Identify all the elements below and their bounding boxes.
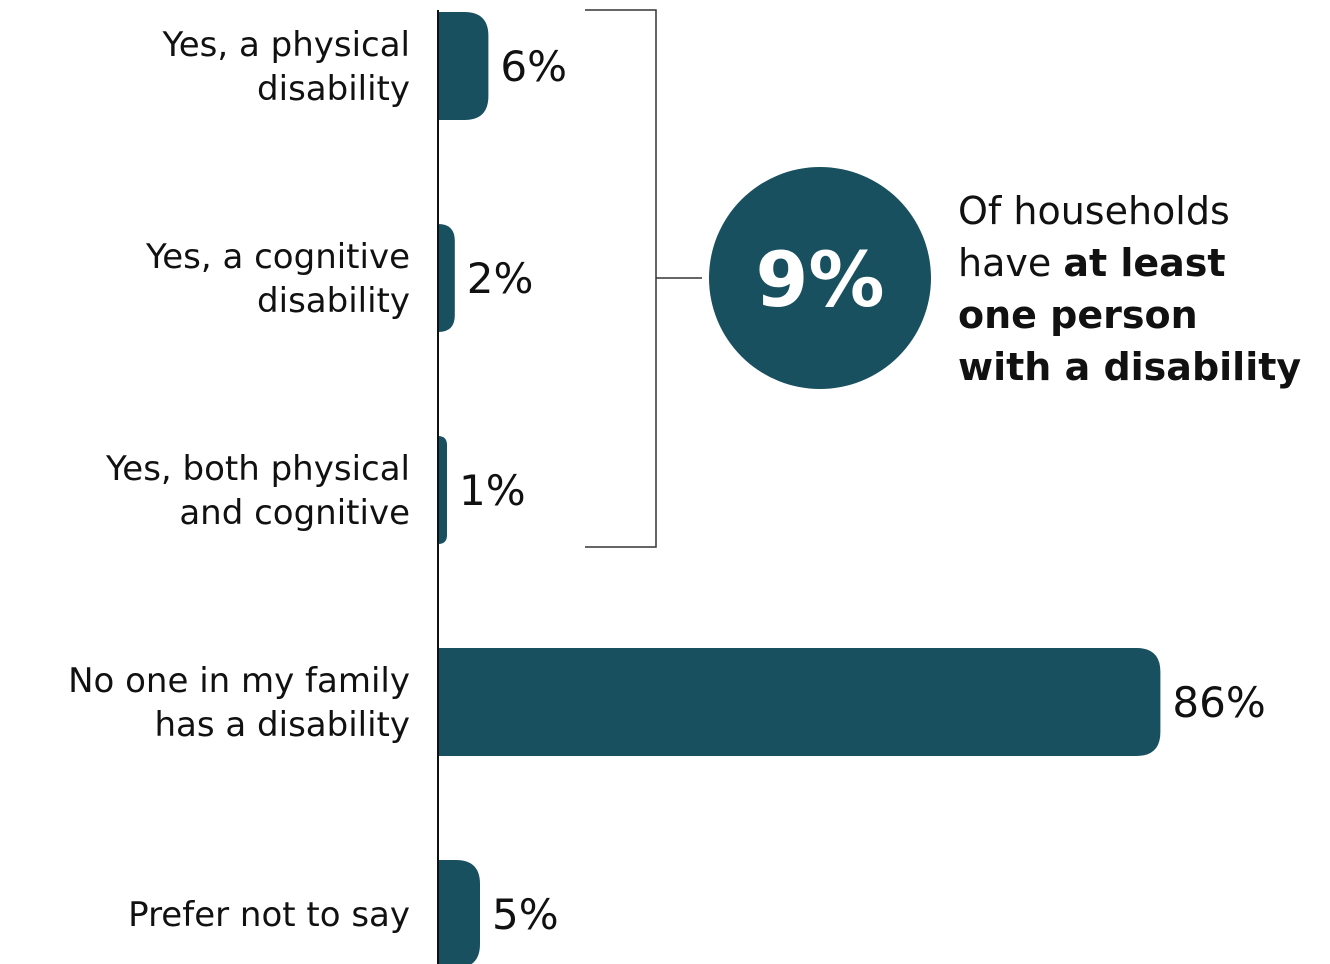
- value-label-1: 2%: [467, 254, 534, 303]
- callout-text-line-3: with a disability: [958, 345, 1301, 389]
- bar-1: [438, 224, 455, 332]
- callout-text-line-2: one person: [958, 293, 1198, 337]
- category-label-line: and cognitive: [179, 493, 410, 533]
- category-label-line: Yes, a cognitive: [145, 237, 410, 277]
- category-label-1: Yes, a cognitive disability: [145, 237, 410, 321]
- bar-4: [438, 860, 480, 964]
- category-label-3: No one in my family has a disability: [68, 661, 410, 745]
- callout-text-run: have: [958, 241, 1063, 285]
- value-label-3: 86%: [1172, 678, 1265, 727]
- value-label-2: 1%: [459, 466, 526, 515]
- bar-0: [438, 12, 488, 120]
- category-label-line: has a disability: [155, 705, 411, 745]
- callout-text-run: with a disability: [958, 345, 1301, 389]
- value-label-4: 5%: [492, 890, 559, 939]
- callout-text-run: at least: [1063, 241, 1225, 285]
- bracket: [585, 10, 702, 547]
- category-label-line: Prefer not to say: [128, 895, 410, 935]
- callout-text-run: Of households: [958, 189, 1230, 233]
- callout-value: 9%: [755, 235, 884, 324]
- category-label-0: Yes, a physical disability: [161, 25, 410, 109]
- bar-3: [438, 648, 1160, 756]
- category-label-line: Yes, a physical: [161, 25, 410, 65]
- callout: 9% Of households have at least one person wi…: [709, 167, 1301, 389]
- callout-text-line-0: Of households: [958, 189, 1230, 233]
- bracket-line: [585, 10, 656, 547]
- category-label-line: disability: [257, 281, 410, 321]
- category-label-line: No one in my family: [68, 661, 410, 701]
- category-label-2: Yes, both physical and cognitive: [105, 449, 410, 533]
- bar-2: [438, 436, 447, 544]
- category-label-line: Yes, both physical: [105, 449, 410, 489]
- callout-text-line-1: have at least: [958, 241, 1226, 285]
- bars-layer: [438, 12, 1160, 964]
- category-label-line: disability: [257, 69, 410, 109]
- value-label-0: 6%: [500, 42, 567, 91]
- callout-text-run: one person: [958, 293, 1198, 337]
- category-label-4: Prefer not to say: [128, 895, 410, 935]
